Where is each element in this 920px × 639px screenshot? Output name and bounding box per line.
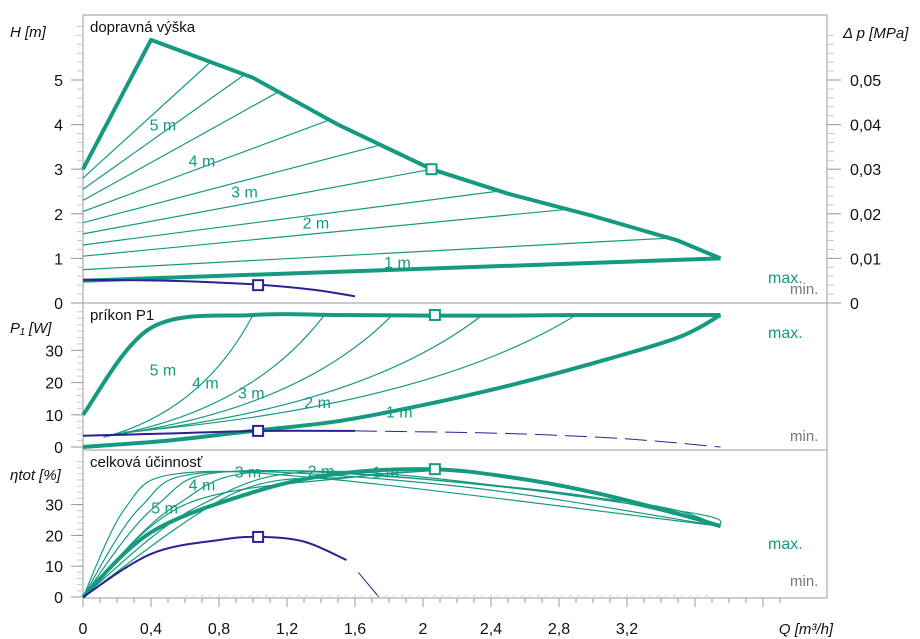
x-tick-label: 3,2 [616,621,638,638]
max-operating-point [428,463,441,476]
y-tick-label: 0 [54,440,63,457]
min-curve [82,278,356,298]
min-curve [82,429,356,437]
constant-speed-curve [118,314,483,435]
y-axis-title: ηtot [%] [10,467,62,484]
constant-speed-curve [82,119,330,213]
y-tick-label: 0 [54,296,63,313]
constant-speed-curve [123,314,577,433]
y-tick-label: 20 [45,376,63,393]
constant-speed-curve [82,168,432,235]
max-label: max. [768,270,803,287]
curve-label: 1 m [372,464,399,481]
curve-label: 4 m [192,376,219,393]
curve-label: 5 m [150,363,177,380]
x-tick-label: 1,2 [276,621,298,638]
curve-label: 4 m [189,153,216,170]
curve-label: 2 m [304,395,331,412]
curve-layer [81,37,722,599]
y-tick-label: 3 [54,162,63,179]
y-tick-label: 2 [54,207,63,224]
curve-label: 4 m [189,478,216,495]
y-right-tick-label: 0,01 [850,251,881,268]
y-tick-label: 10 [45,559,63,576]
y-tick-label: 5 [54,73,63,90]
panel-title: dopravná výška [90,19,196,36]
max-label: max. [768,536,803,553]
constant-speed-curve [82,470,721,598]
label-layer: 0 0,4 0,8 1,2 1,6 2 2,4 2,8 3,2 Q [m³/h] 0 1 2 3 4 5 H [… [10,19,909,638]
constant-speed-curve [103,314,254,438]
y-axis-title: P₁ [W] [10,320,52,337]
x-axis-title: Q [m³/h] [779,621,834,638]
grid-layer [71,14,841,607]
y-right-tick-label: 0,03 [850,162,881,179]
x-tick-label: 0 [79,621,88,638]
max-label: max. [768,325,803,342]
min-operating-point [252,530,265,543]
curve-label: 1 m [384,255,411,272]
constant-speed-curve [82,470,721,598]
min-operating-point [252,424,265,437]
y-right-tick-label: 0,05 [850,73,881,90]
y-right-tick-label: 0 [850,296,859,313]
curve-label: 3 m [231,185,258,202]
min-label: min. [790,281,818,298]
y-tick-label: 4 [54,118,63,135]
curve-label: 3 m [238,385,265,402]
x-tick-label: 0,8 [208,621,230,638]
panel-title: celková účinnosť [90,454,203,471]
panel-title: príkon P1 [90,307,154,324]
constant-speed-curve [82,190,500,246]
min-curve-extension [358,572,380,598]
curve-label: 2 m [303,216,330,233]
min-curve [82,535,347,598]
y-right-tick-label: 0,04 [850,118,881,135]
y-tick-label: 0 [54,590,63,607]
y-axis-title: H [m] [10,24,47,41]
constant-speed-curve [82,144,381,224]
max-operating-point [425,163,438,176]
y-right-tick-label: 0,02 [850,207,881,224]
constant-speed-curve [113,314,393,436]
curve-label: 5 m [150,118,177,135]
y-tick-label: 30 [45,498,63,515]
min-speed-teal-curve [82,313,722,449]
constant-speed-curve [108,314,325,437]
x-tick-label: 2 [419,621,428,638]
x-tick-label: 2,4 [480,621,502,638]
min-operating-point [252,279,265,292]
constant-speed-curve [82,470,721,598]
x-tick-label: 1,6 [344,621,366,638]
constant-speed-curve [82,74,245,190]
constant-speed-curve [82,470,722,598]
x-tick-label: 2,8 [548,621,570,638]
constant-speed-curve [82,237,670,271]
max-curve [81,312,721,417]
curve-label: 5 m [151,501,178,518]
min-speed-teal-curve [82,256,721,283]
constant-speed-curve [82,469,721,598]
constant-speed-curve [82,208,568,257]
min-label: min. [790,573,818,590]
curve-label: 3 m [235,464,262,481]
x-tick-label: 0,4 [140,621,162,638]
max-operating-point [428,308,441,321]
y-right-axis-title: Δ p [MPa] [842,25,909,42]
y-tick-label: 30 [45,343,63,360]
max-curve [81,467,722,599]
y-tick-label: 20 [45,528,63,545]
constant-speed-curve [82,91,279,201]
min-curve-extension [354,430,721,448]
constant-speed-curve [82,470,432,598]
min-label: min. [790,428,818,445]
curve-label: 1 m [386,405,413,422]
y-tick-label: 10 [45,408,63,425]
curve-label: 2 m [308,464,335,481]
y-tick-label: 1 [54,251,63,268]
constant-speed-curve [82,61,211,179]
